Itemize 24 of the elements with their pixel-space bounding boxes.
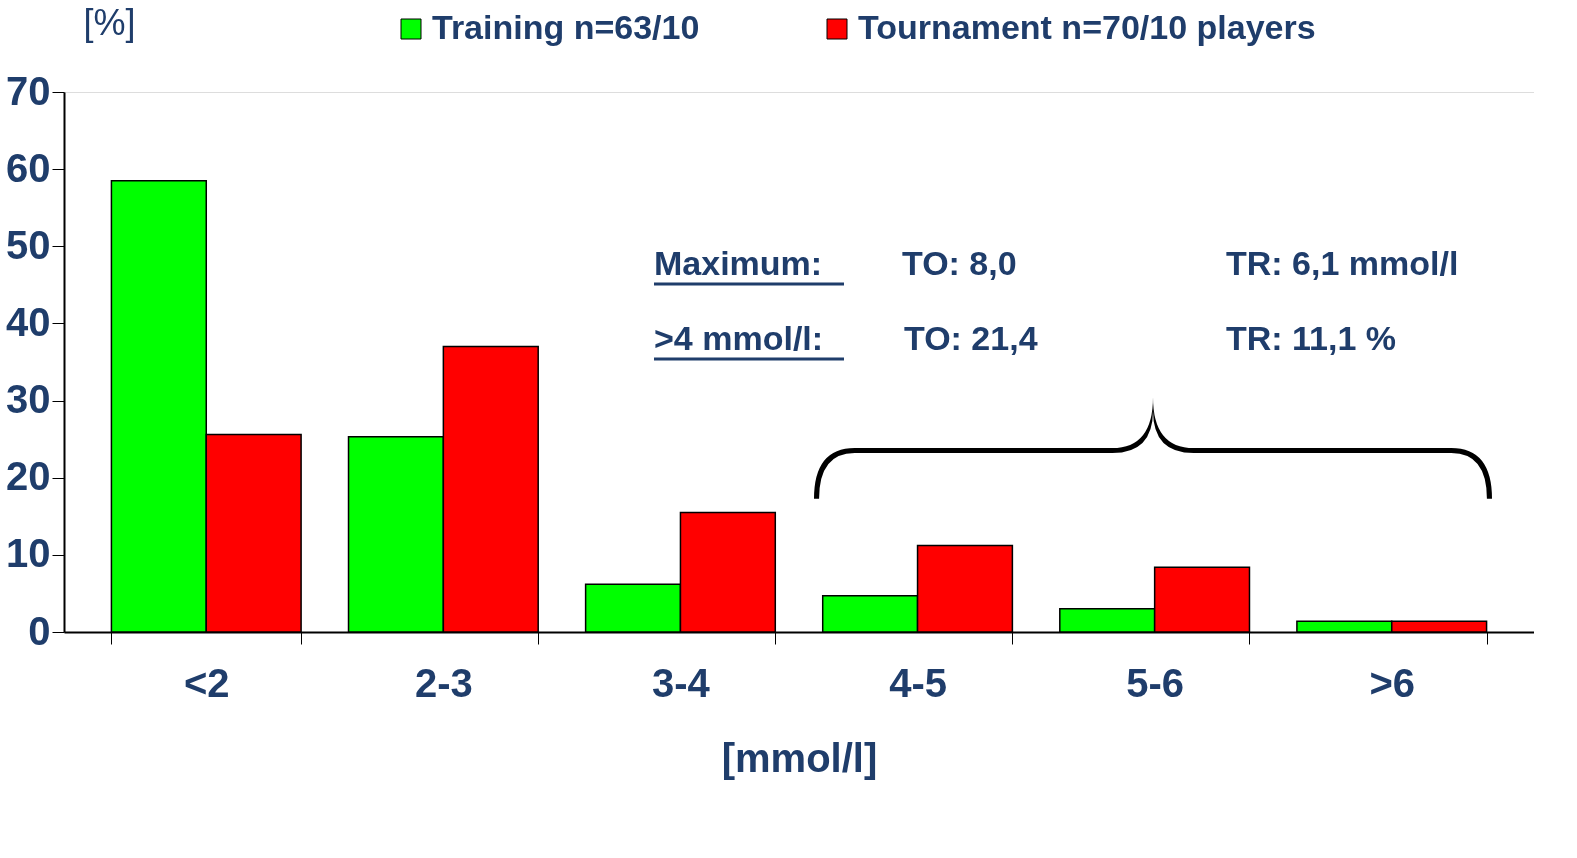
y-tick-label: 30	[6, 377, 51, 422]
annotation: Maximum:	[654, 244, 823, 282]
annotation: TO: 21,4	[904, 319, 1038, 357]
x-tick-label: 4-5	[889, 660, 947, 705]
legend-label: Training n=63/10	[432, 8, 700, 46]
x-tick-label: 5-6	[1126, 660, 1185, 705]
y-tick-label: 40	[6, 299, 51, 344]
x-tick-label: 2-3	[414, 660, 473, 705]
x-tick-label: >6	[1369, 660, 1416, 705]
y-axis-title: [%]	[83, 1, 136, 43]
x-axis-title: [mmol/l]	[721, 735, 878, 780]
y-tick-label: 50	[6, 222, 51, 267]
y-tick-label: 20	[6, 454, 51, 499]
x-tick-label: <2	[183, 660, 230, 705]
annotation: >4 mmol/l:	[654, 319, 824, 357]
annotation: TR: 11,1 %	[1226, 319, 1397, 357]
legend-label: Tournament n=70/10 players	[858, 8, 1316, 46]
x-tick-label: 3-4	[652, 660, 711, 705]
y-tick-label: 10	[6, 531, 51, 576]
y-tick-label: 60	[6, 145, 51, 190]
annotation: TO: 8,0	[902, 244, 1017, 282]
annotation: TR: 6,1 mmol/l	[1226, 244, 1459, 282]
y-tick-label: 70	[6, 68, 51, 113]
y-tick-label: 0	[28, 608, 51, 653]
